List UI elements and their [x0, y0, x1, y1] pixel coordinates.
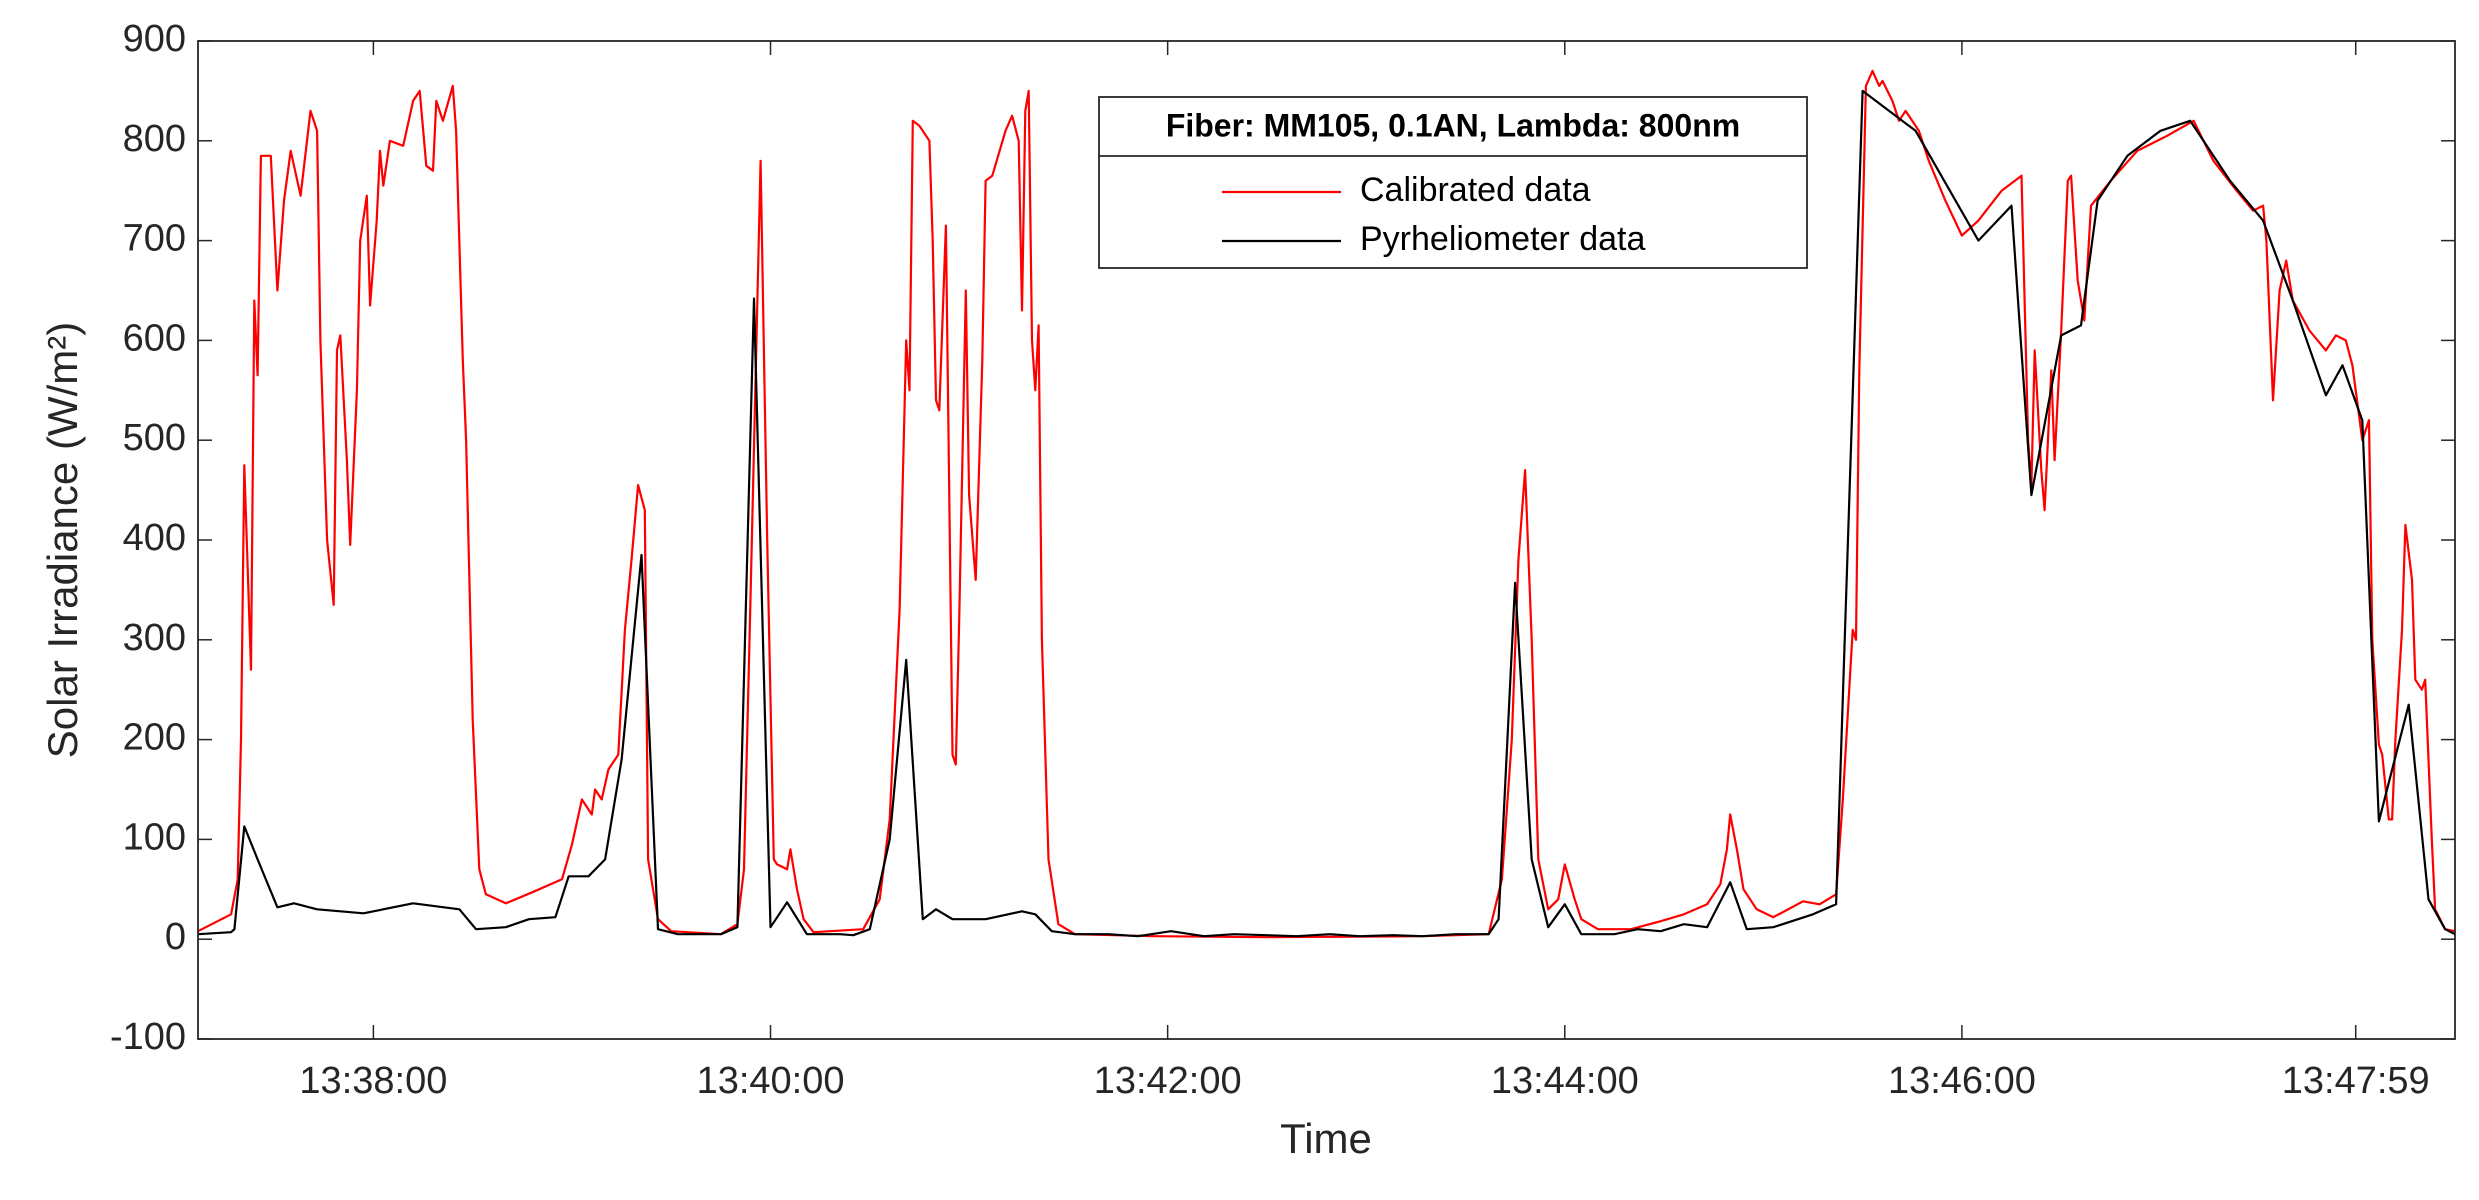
- y-tick-label: 900: [123, 18, 186, 60]
- y-tick-label: 700: [123, 218, 186, 260]
- x-tick-label: 13:44:00: [1491, 1060, 1639, 1102]
- y-axis-label: Solar Irradiance (W/m²): [39, 322, 86, 758]
- y-tick-label: -100: [110, 1016, 186, 1058]
- y-tick-label: 200: [123, 717, 186, 759]
- y-tick-label: 800: [123, 118, 186, 160]
- x-tick-label: 13:46:00: [1888, 1060, 2036, 1102]
- legend-label: Pyrheliometer data: [1360, 220, 1645, 258]
- x-axis-label: Time: [1280, 1115, 1372, 1162]
- y-tick-label: 100: [123, 816, 186, 858]
- legend-label: Calibrated data: [1360, 171, 1591, 209]
- y-tick-label: 300: [123, 617, 186, 659]
- x-tick-label: 13:38:00: [299, 1060, 447, 1102]
- x-tick-label: 13:47:59: [2282, 1060, 2430, 1102]
- x-tick-label: 13:42:00: [1094, 1060, 1242, 1102]
- plot-frame: [197, 40, 2456, 1040]
- y-tick-label: 600: [123, 317, 186, 359]
- legend-title: Fiber: MM105, 0.1AN, Lambda: 800nm: [1166, 107, 1740, 143]
- legend-box: [1098, 96, 1808, 269]
- x-tick-label: 13:40:00: [697, 1060, 845, 1102]
- y-tick-label: 0: [165, 916, 186, 958]
- data-line: [197, 69, 2456, 939]
- data-line: [197, 89, 2456, 938]
- y-tick-label: 400: [123, 517, 186, 559]
- y-tick-label: 500: [123, 417, 186, 459]
